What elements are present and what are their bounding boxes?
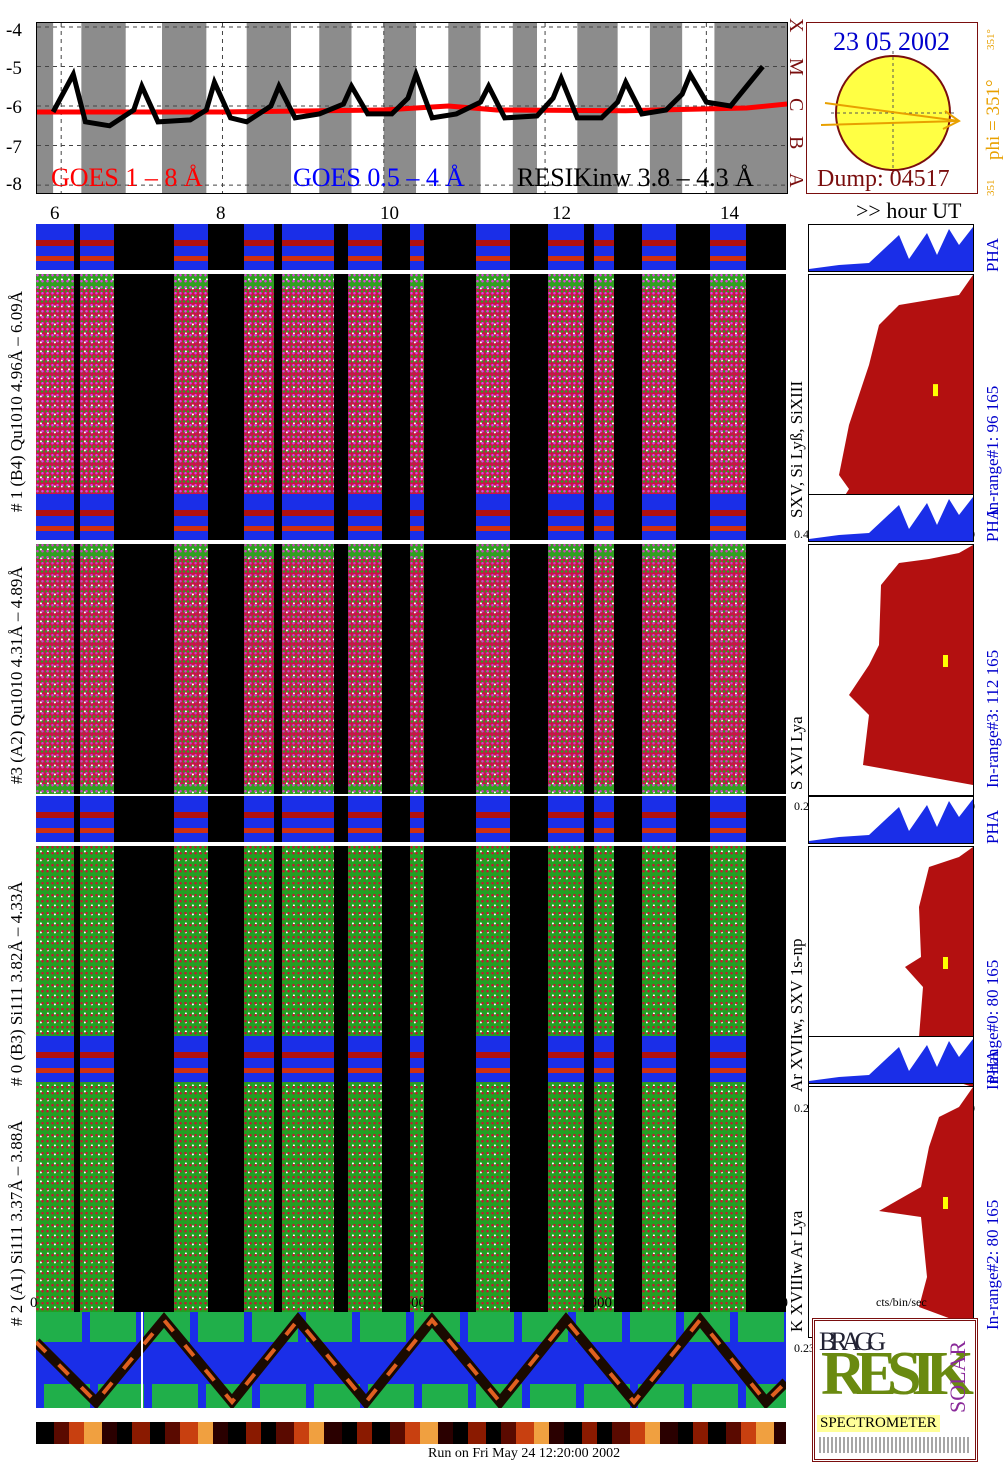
xtick-8: 8 — [216, 203, 226, 224]
xtick-14: 14 — [720, 203, 739, 224]
spectrum-xtick: 0.23 — [794, 1341, 815, 1355]
xtick-6: 6 — [50, 203, 60, 224]
sun-panel: 23 05 2002 Dump: 04517 — [806, 22, 978, 194]
pha-label: PHA — [983, 1049, 1002, 1084]
legend-goes18: GOES 1 – 8 Å — [51, 163, 203, 192]
logo-spectrometer: SPECTROMETER — [817, 1415, 940, 1432]
class-c: C — [785, 98, 807, 112]
bottom-tick-0: 0 — [30, 1295, 38, 1311]
run-info: Run on Fri May 24 12:20:00 2002 — [428, 1446, 621, 1461]
ytick-m6: -6 — [6, 97, 22, 118]
logo-bragg: BRAGG — [819, 1327, 886, 1356]
xtick-10: 10 — [380, 203, 399, 224]
bottom-tick-2000: 2000 — [396, 1295, 426, 1311]
bottom-tick-1000: 1000 — [210, 1295, 240, 1311]
legend-goes054: GOES 0.5 – 4 Å — [293, 163, 465, 192]
panel-top-strip — [36, 494, 786, 540]
scan-svg — [36, 1312, 786, 1408]
logo-solar: SOLAR — [945, 1340, 970, 1413]
phi-label: phi = 351° — [983, 79, 1004, 160]
bottom-strip — [36, 1422, 786, 1444]
ytick-m5: -5 — [6, 58, 22, 79]
phi-small-bottom: 351 — [985, 179, 997, 197]
logo-fineprint — [819, 1437, 969, 1453]
pha-histogram — [808, 224, 974, 272]
scan-map — [36, 1312, 786, 1408]
pha-label: PHA — [983, 507, 1002, 542]
panel-label: #3 (A2) Qu1010 4.31Å – 4.89Å — [7, 566, 26, 784]
phi-small-top: 351° — [985, 29, 997, 50]
eclipse-band — [162, 23, 207, 193]
line-label: K XVIIIw Ar Lya — [787, 1210, 806, 1332]
line-label: S XVI Lya — [787, 716, 806, 790]
in-range-label: In-range#3: 112 165 — [983, 649, 1002, 788]
line-label: Ar XVIIw, SXV 1s-np — [787, 938, 806, 1092]
pha-label: PHA — [983, 809, 1002, 844]
panel-label: # 2 (A1) Si111 3.37Å – 3.88Å — [7, 1120, 26, 1326]
panel-top-strip — [36, 1036, 786, 1082]
hour-ut-label: >> hour UT — [856, 198, 962, 223]
pha-histogram — [808, 796, 974, 844]
in-range-label: In-range#2: 80 165 — [983, 1199, 1002, 1330]
panel-label: # 0 (B3) Si111 3.82Å – 4.33Å — [7, 881, 26, 1086]
pha-histogram — [808, 1036, 974, 1084]
line-label: SXV, Si Lyß, SiXIII — [787, 380, 806, 518]
eclipse-band — [37, 23, 54, 193]
ytick-m7: -7 — [6, 137, 22, 158]
line-spectrum — [808, 1086, 974, 1338]
class-x: X — [785, 18, 807, 33]
logo-resik: RESIK — [821, 1340, 974, 1408]
ytick-m8: -8 — [6, 174, 22, 195]
resik-logo: BRAGG RESIK SOLAR SPECTROMETER — [812, 1318, 978, 1462]
strip-svg — [36, 1422, 786, 1444]
line-spectrum — [808, 544, 974, 796]
pha-label: PHA — [983, 237, 1002, 272]
pha-histogram — [808, 494, 974, 542]
panel-top-strip — [36, 224, 786, 270]
line-spectrum — [808, 274, 974, 524]
date-label: 23 05 2002 — [833, 27, 950, 56]
legend-resik: RESIKinw 3.8 – 4.3 Å — [517, 163, 754, 192]
class-a: A — [785, 173, 807, 188]
dump-label: Dump: 04517 — [817, 166, 950, 192]
lightcurve-svg — [37, 23, 787, 193]
bottom-tick-3000: 3000 — [582, 1295, 612, 1311]
ytick-m4: -4 — [6, 20, 22, 41]
panel-spectrogram — [36, 544, 786, 794]
class-m: M — [785, 58, 807, 76]
panel-spectrogram — [36, 1086, 786, 1336]
panel-label: # 1 (B4) Qu1010 4.96Å – 6.09Å — [7, 291, 26, 512]
lightcurve-series-1 — [50, 64, 765, 129]
in-range-label: In-range#1: 96 165 — [983, 385, 1002, 516]
bottom-xlabel: cts/bin/sec — [876, 1295, 927, 1309]
panel-top-strip — [36, 796, 786, 842]
sun-svg — [820, 51, 961, 175]
bottom-tick-4000: 4000 — [758, 1295, 788, 1311]
xtick-12: 12 — [552, 203, 571, 224]
lightcurve-panel: GOES 1 – 8 Å GOES 0.5 – 4 Å RESIKinw 3.8… — [36, 22, 788, 194]
panel-spectrogram — [36, 274, 786, 522]
class-b: B — [785, 136, 807, 150]
eclipse-band — [81, 23, 126, 193]
